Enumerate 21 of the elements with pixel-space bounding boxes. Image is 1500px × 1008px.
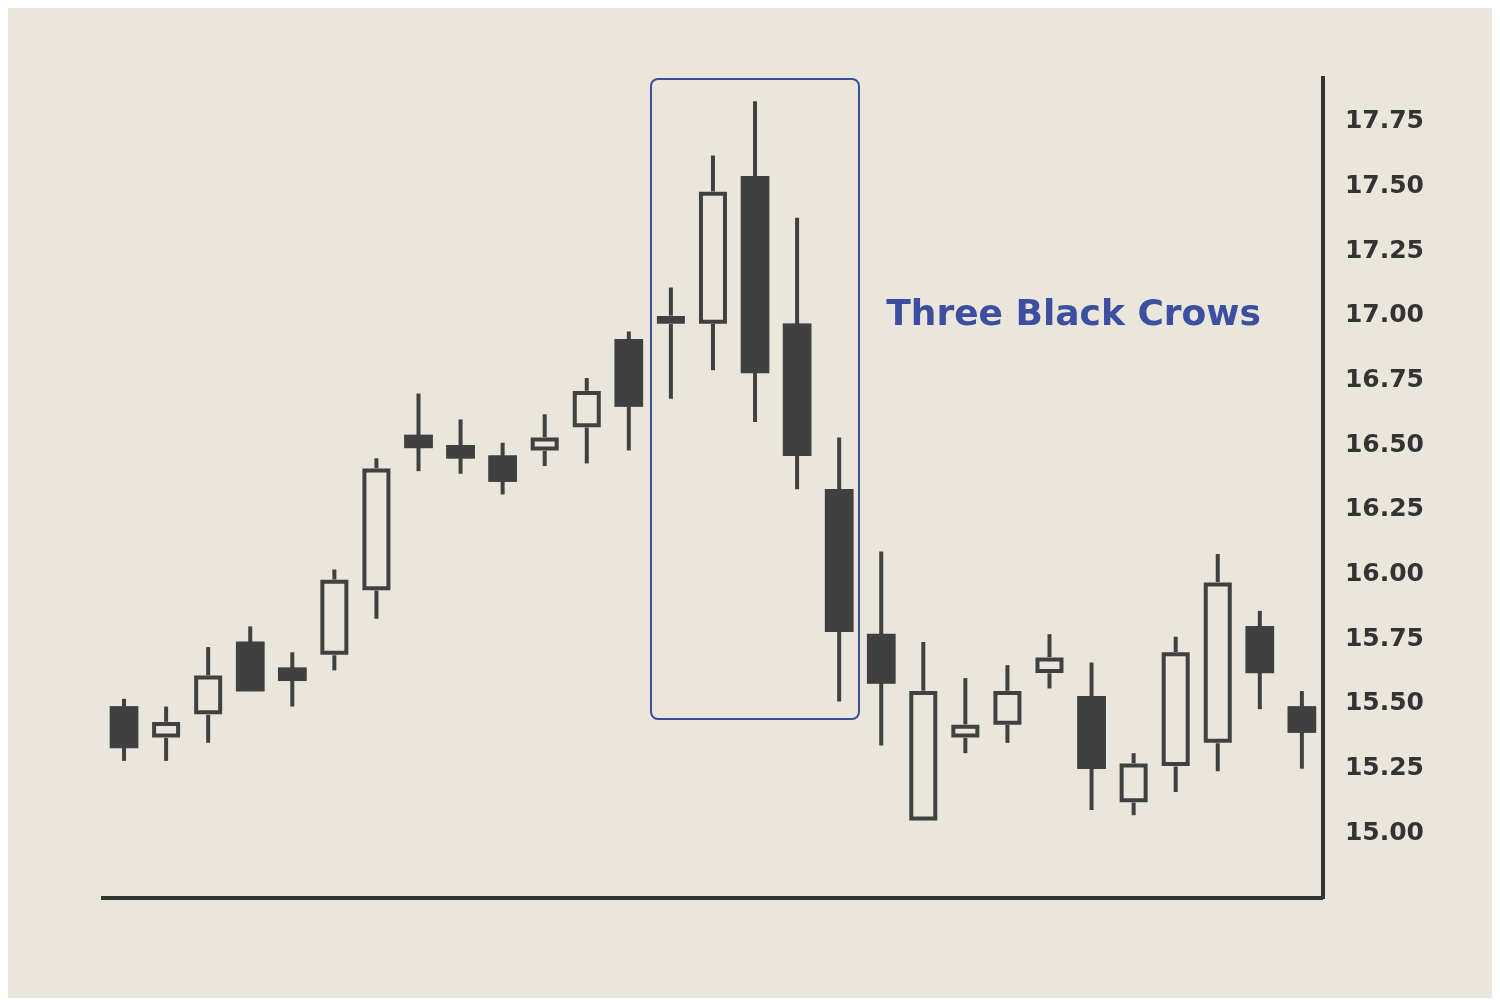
y-tick-label: 16.75 bbox=[1344, 364, 1424, 394]
annotation: Three Black Crows bbox=[886, 292, 1262, 334]
candlestick bbox=[404, 393, 433, 472]
y-tick-label: 17.25 bbox=[1344, 234, 1424, 264]
candlestick bbox=[656, 287, 686, 399]
y-tick-label: 16.00 bbox=[1344, 558, 1424, 588]
candlestick bbox=[277, 652, 307, 707]
candlestick bbox=[446, 419, 475, 474]
candlestick bbox=[951, 678, 980, 754]
y-tick-label: 16.50 bbox=[1344, 428, 1424, 458]
y-tick-label: 15.00 bbox=[1344, 816, 1424, 846]
candlestick bbox=[530, 414, 560, 467]
y-tick-label: 16.25 bbox=[1344, 493, 1424, 523]
y-tick-label: 17.75 bbox=[1344, 105, 1424, 135]
y-tick-label: 17.50 bbox=[1344, 170, 1424, 200]
y-tick-label: 15.75 bbox=[1344, 622, 1424, 652]
y-tick-label: 17.00 bbox=[1344, 299, 1424, 329]
y-tick-label: 15.25 bbox=[1344, 752, 1424, 782]
y-tick-label: 15.50 bbox=[1344, 687, 1424, 717]
candlestick bbox=[1035, 634, 1064, 689]
candlestick bbox=[151, 706, 181, 761]
